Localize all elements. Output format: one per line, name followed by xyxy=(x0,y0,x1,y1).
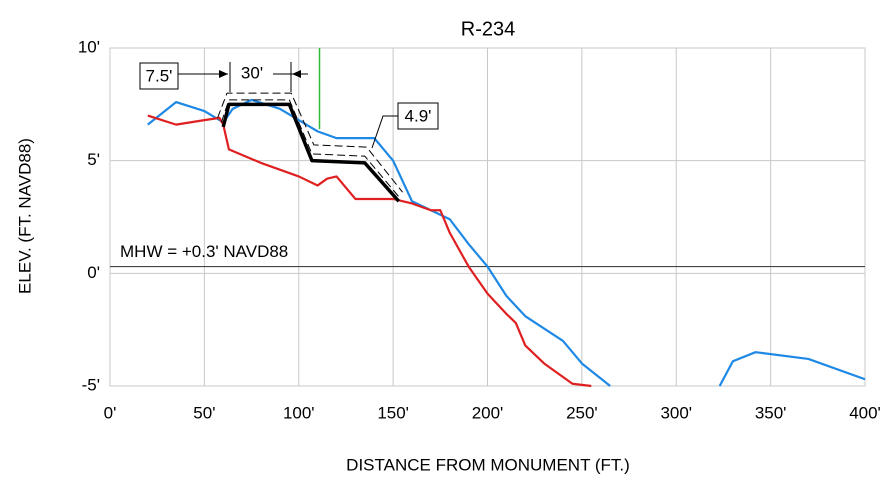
x-tick-label: 350' xyxy=(755,403,787,422)
x-axis-label: DISTANCE FROM MONUMENT (FT.) xyxy=(346,455,630,474)
chart-title: R-234 xyxy=(461,18,515,40)
arrow xyxy=(219,70,228,78)
annotation: 4.9' xyxy=(405,106,432,125)
annotation-box xyxy=(139,62,179,90)
y-tick-label: -5' xyxy=(82,375,100,394)
annotation: 7.5' xyxy=(146,66,173,85)
profile-line xyxy=(147,98,866,387)
x-tick-label: 400' xyxy=(849,403,881,422)
y-tick-label: 0' xyxy=(87,263,100,282)
annotation: 30' xyxy=(241,63,263,82)
y-axis-label: ELEV. (FT. NAVD88) xyxy=(15,138,34,294)
profile-line xyxy=(221,102,401,203)
y-tick-label: 10' xyxy=(78,37,100,56)
x-tick-label: 100' xyxy=(283,403,315,422)
profile-line xyxy=(147,114,592,388)
annotations: 7.5' 30' 4.9' xyxy=(139,62,439,149)
mhw-label: MHW = +0.3' NAVD88 xyxy=(120,242,288,261)
arrow xyxy=(292,70,301,78)
annotation-box xyxy=(397,102,439,130)
x-tick-label: 150' xyxy=(377,403,409,422)
profile-line xyxy=(217,92,403,193)
x-tick-label: 300' xyxy=(660,403,692,422)
x-tick-label: 250' xyxy=(566,403,598,422)
x-tick-label: 200' xyxy=(472,403,504,422)
leader-line xyxy=(371,115,398,149)
x-tick-label: 50' xyxy=(193,403,215,422)
plot-area: 0' 50' 100' 150' 200' 250' 300' 350' 400'-5'0'5'… xyxy=(78,37,881,422)
y-tick-label: 5' xyxy=(87,150,100,169)
x-tick-label: 0' xyxy=(104,403,117,422)
